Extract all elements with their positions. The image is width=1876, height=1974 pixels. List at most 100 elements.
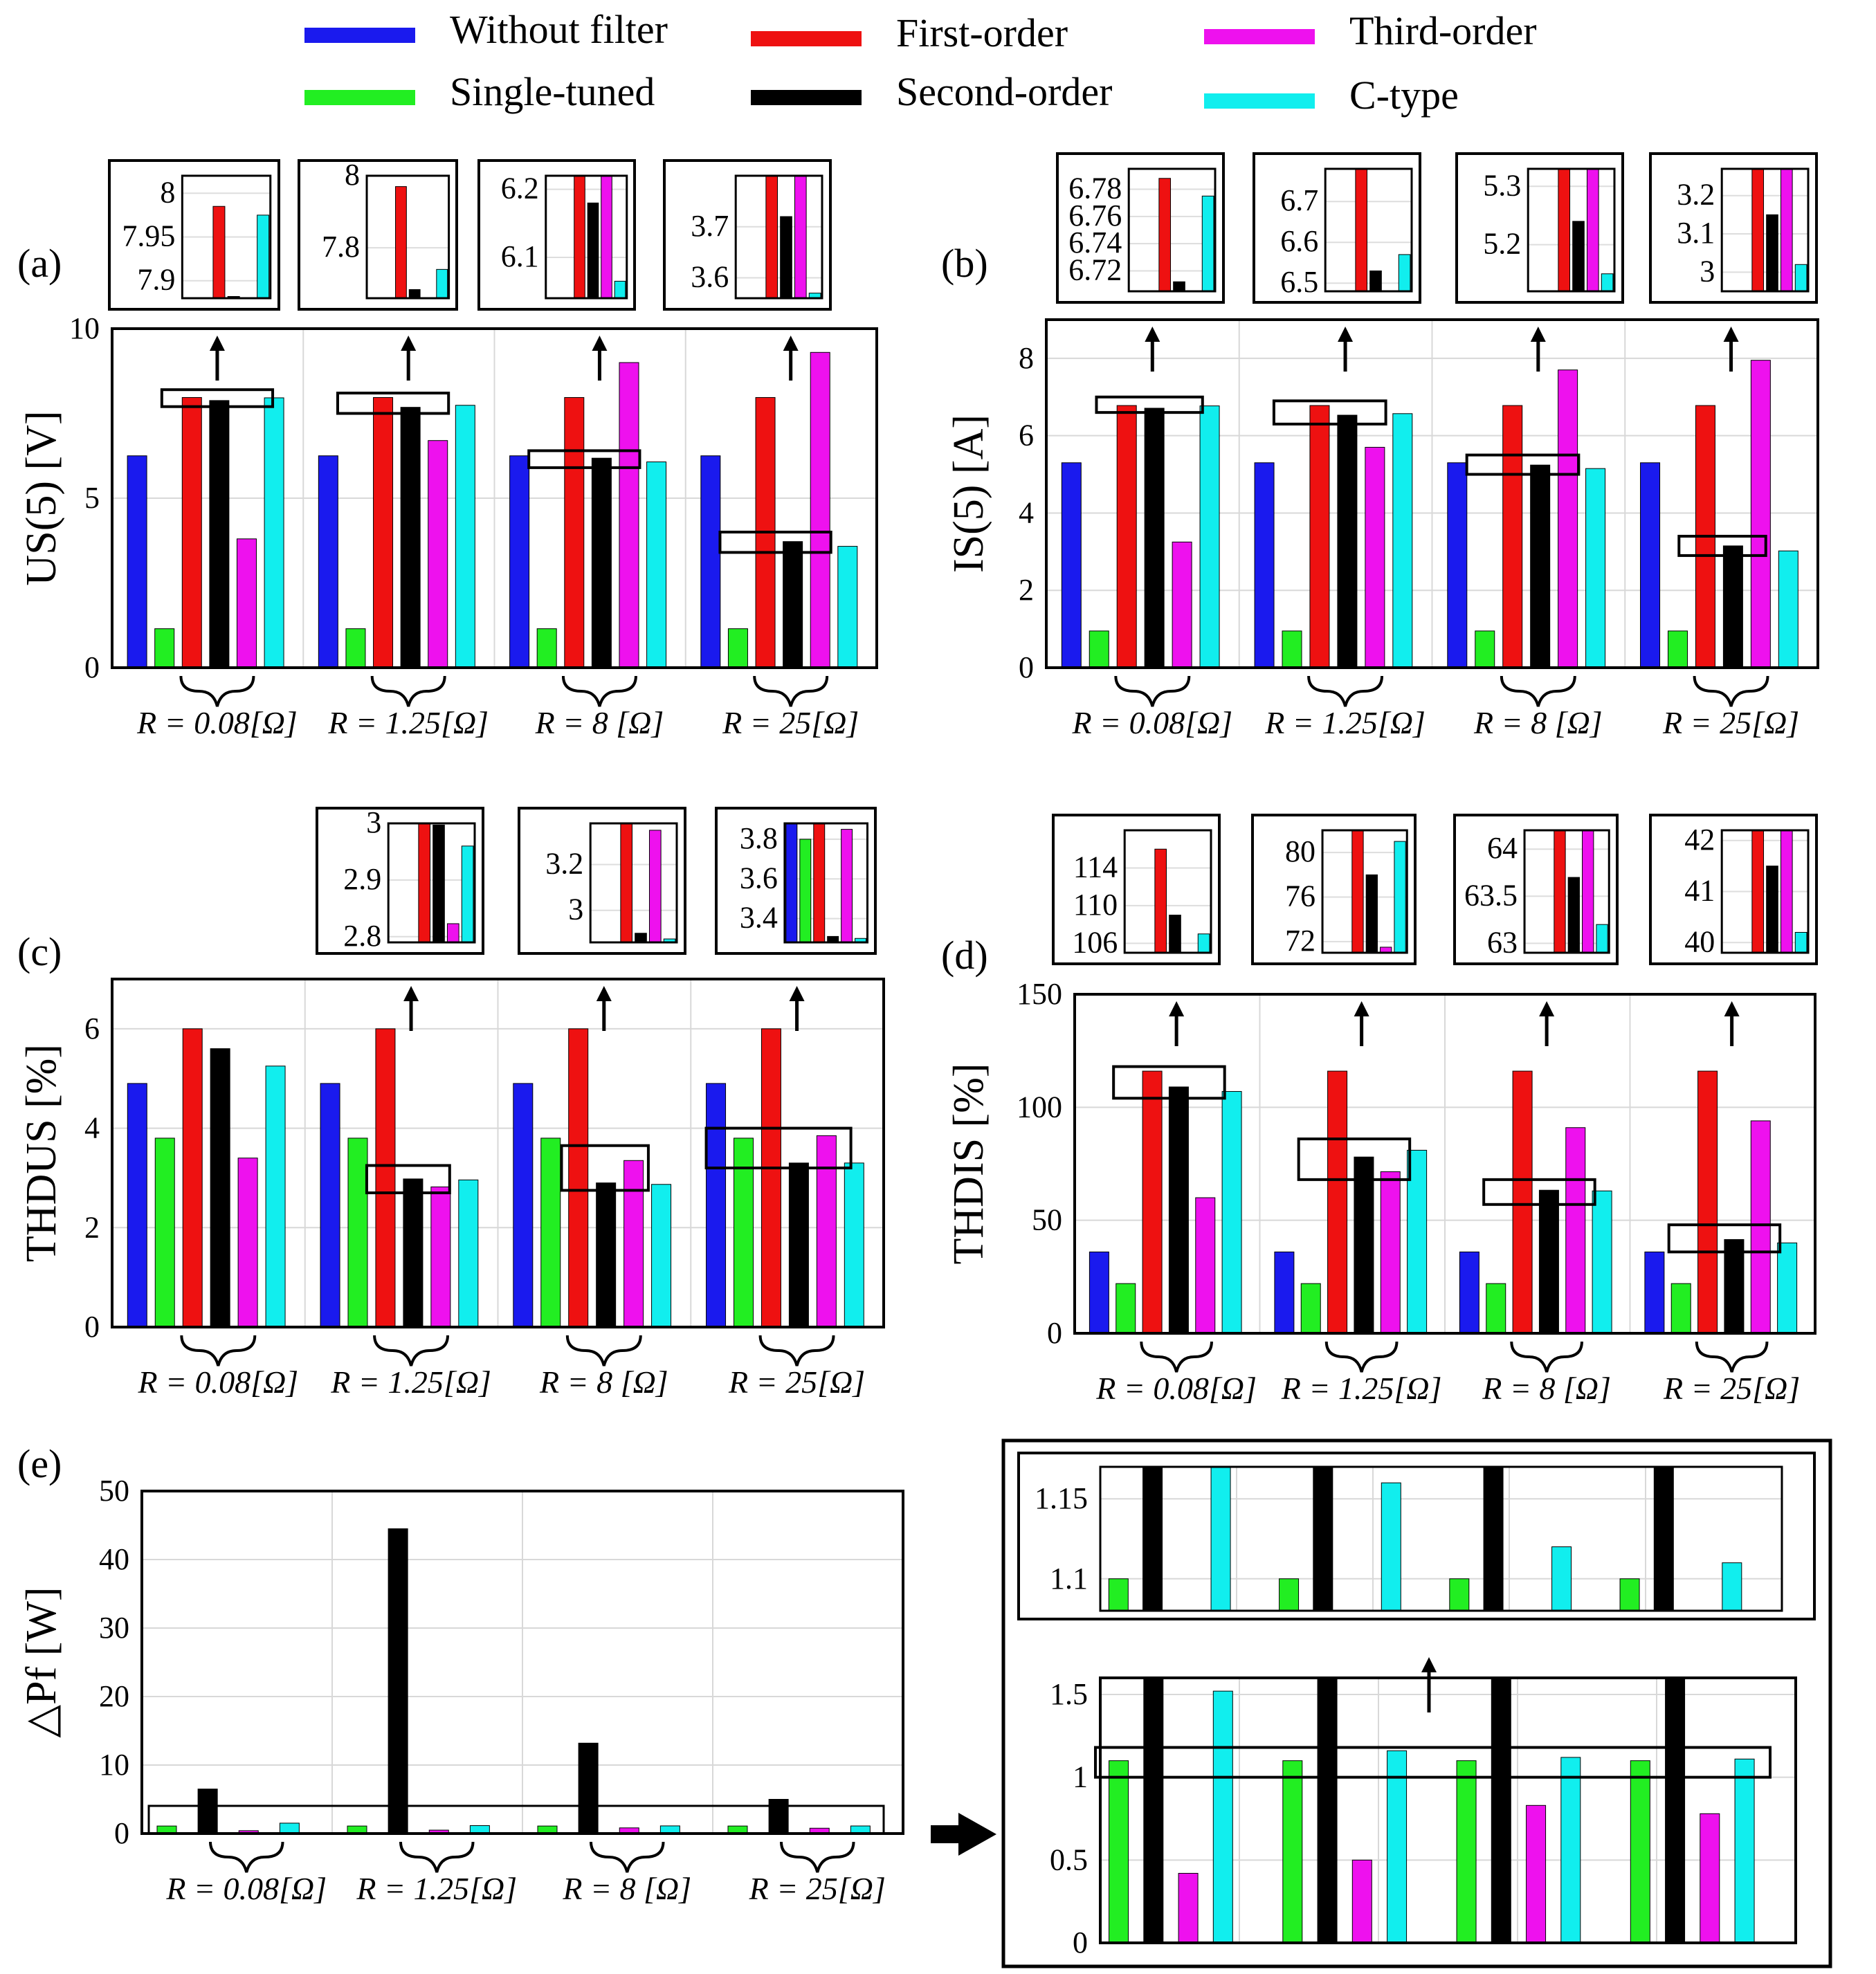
inset-bar-c_type [1197,933,1210,953]
category-label: R = 25[Ω] [728,1364,865,1400]
inset-tick-label: 2.9 [343,862,381,896]
y-tick-label: 2 [84,1210,100,1244]
zoom-panel-frame [1001,1438,1832,1968]
y-tick-label: 50 [99,1474,129,1508]
inset-bar-second_order [635,933,647,943]
inset-tick-label: 63 [1487,925,1518,959]
inset-chart: 6.726.746.766.78 [1056,152,1225,304]
inset-bar-second_order [1365,874,1378,953]
bar-third_order [237,1158,258,1328]
category-label: R = 1.25[Ω] [356,1871,517,1906]
bar-third_order [1558,369,1578,668]
zoom-axes [1099,1676,1797,1944]
inset-tick-label: 6.6 [1280,224,1318,258]
bar-first_order [1142,1070,1163,1334]
y-tick-label: 8 [1019,341,1034,375]
inset-tick-label: 80 [1285,834,1315,868]
inset-bar-second_order [1766,866,1778,953]
zoom-box [1667,1223,1782,1254]
inset-tick-label: 3 [568,893,583,926]
bar-c_type [837,546,858,668]
bar-third_order [428,440,448,668]
bar-third_order [816,1135,837,1328]
inset-axes [1523,829,1610,954]
inset-bar-first_order [212,205,226,299]
inset-bar-second_order [1567,877,1580,953]
zoom-box [1677,534,1767,557]
inset-tick-label: 64 [1487,831,1518,865]
bar-c_type [646,461,667,668]
zoom-arrow-head [1354,1001,1369,1016]
zoom-bar-c_type [1560,1757,1581,1944]
bar-second_order [209,400,230,668]
zoom-arrow-head [1723,327,1739,342]
category-label: R = 0.08[Ω] [1095,1371,1257,1406]
zoom-inset-bar-single_tuned [1108,1578,1129,1611]
zoom-bar-single_tuned [1456,1760,1477,1944]
inset-bar-first_order [418,823,431,943]
bar-without_filter [318,455,338,668]
bar-second_order [768,1799,789,1834]
bar-second_order [1530,464,1551,668]
inset-bar-first_order [1751,830,1765,953]
y-tick-label: 150 [1017,977,1062,1011]
inset-bar-first_order [1351,830,1364,953]
bar-second_order [591,457,612,668]
zoom-bar-second_order [1491,1677,1511,1944]
zoom-bar-third_order [1526,1804,1547,1944]
bar-c_type [264,397,284,668]
inset-tick-label: 3.1 [1677,216,1715,250]
inset-chart: 5.2 5.3 [1455,152,1624,304]
group-brace [373,1335,450,1367]
bar-third_order [1750,360,1771,668]
legend-label-second_order: Second-order [896,69,1112,114]
inset-bar-first_order [1558,168,1571,292]
y-tick-label: 40 [99,1542,129,1576]
inset-tick-label: 2.8 [343,919,381,953]
bar-without_filter [706,1083,727,1328]
zoom-bar-third_order [1178,1872,1199,1944]
zoom-box [1465,453,1581,476]
inset-tick-label: 3.6 [691,260,729,294]
group-brace [180,1335,257,1367]
zoom-arrow-head [592,336,608,351]
group-brace [565,1335,642,1367]
y-tick-label: 0 [84,1310,100,1344]
inset-tick-label: 6.2 [501,172,539,205]
inset-frame [298,159,458,311]
arrow-head [958,1813,996,1856]
bar-without_filter [1640,462,1661,668]
category-label: R = 0.08[Ω] [1071,705,1232,740]
inset-bar-first_order [1158,178,1172,292]
y-tick-label: 0 [1073,1926,1088,1959]
category-label: R = 8 [Ω] [539,1364,668,1400]
bar-c_type [279,1822,300,1834]
inset-axes [181,174,272,300]
inset-tick-label: 7.95 [122,219,175,253]
category-label: R = 1.25[Ω] [1281,1371,1442,1406]
group-brace [561,675,637,707]
inset-tick-label: 3.7 [691,209,729,243]
legend-swatch-single_tuned [304,90,415,105]
bar-first_order [181,396,202,668]
inset-chart: 33.2 [518,807,686,955]
zoom-box-e [147,1804,885,1835]
bar-c_type [1392,413,1413,668]
category-label: R = 1.25[Ω] [1264,705,1426,740]
bar-without_filter [127,455,147,668]
inset-bar-first_order [813,823,826,943]
inset-tick-label: 3 [1700,254,1715,288]
inset-tick-label: 106 [1072,925,1118,959]
inset-bar-c_type [1201,195,1214,292]
bar-single_tuned [734,1137,754,1328]
group-brace [1307,675,1384,707]
bar-single_tuned [727,628,748,668]
chart-d: 0 50 100 150 R = 0.08[Ω] R = 1.25[Ω] R = 8 [Ω]… [941,933,1816,1406]
bar-third_order [619,362,639,668]
bar-third_order [1172,541,1192,668]
inset-bar-third_order [1582,830,1594,953]
zoom-inset-bar-single_tuned [1619,1578,1640,1611]
bar-without_filter [700,455,721,668]
y-tick-label: 6 [1019,419,1034,453]
